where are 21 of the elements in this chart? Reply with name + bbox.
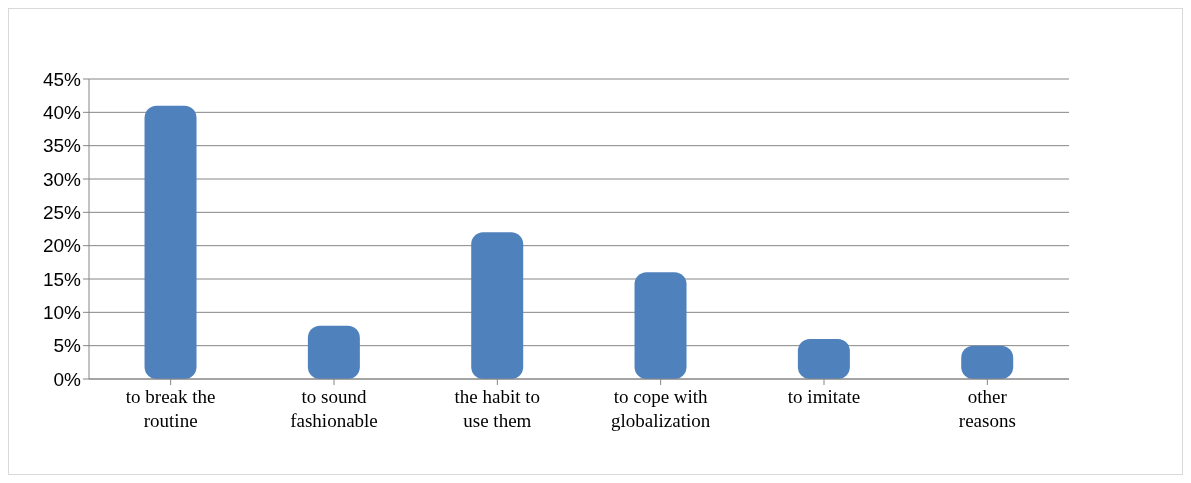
bar — [471, 232, 524, 379]
x-tick-label: other reasons — [958, 386, 1016, 431]
y-tick-label: 45% — [42, 68, 82, 90]
x-tick-label: to imitate — [787, 386, 861, 407]
x-tick-label: to break the routine — [125, 386, 216, 431]
y-tick-label: 30% — [42, 168, 82, 190]
x-tick-label: to cope with globalization — [611, 386, 711, 431]
y-tick-label: 20% — [42, 235, 82, 257]
x-tick-label: the habit to use them — [454, 386, 541, 431]
y-tick-label: 5% — [53, 335, 82, 357]
y-tick-label: 10% — [42, 302, 82, 324]
bar — [307, 325, 360, 379]
bar — [144, 105, 197, 379]
y-tick-label: 35% — [42, 135, 82, 157]
y-tick-label: 15% — [42, 268, 82, 290]
y-tick-label: 25% — [42, 202, 82, 224]
bar — [634, 272, 687, 379]
x-tick-label: to sound fashionable — [290, 386, 378, 431]
bar — [797, 339, 850, 379]
y-tick-label: 40% — [42, 102, 82, 124]
y-tick-label: 0% — [53, 368, 82, 390]
